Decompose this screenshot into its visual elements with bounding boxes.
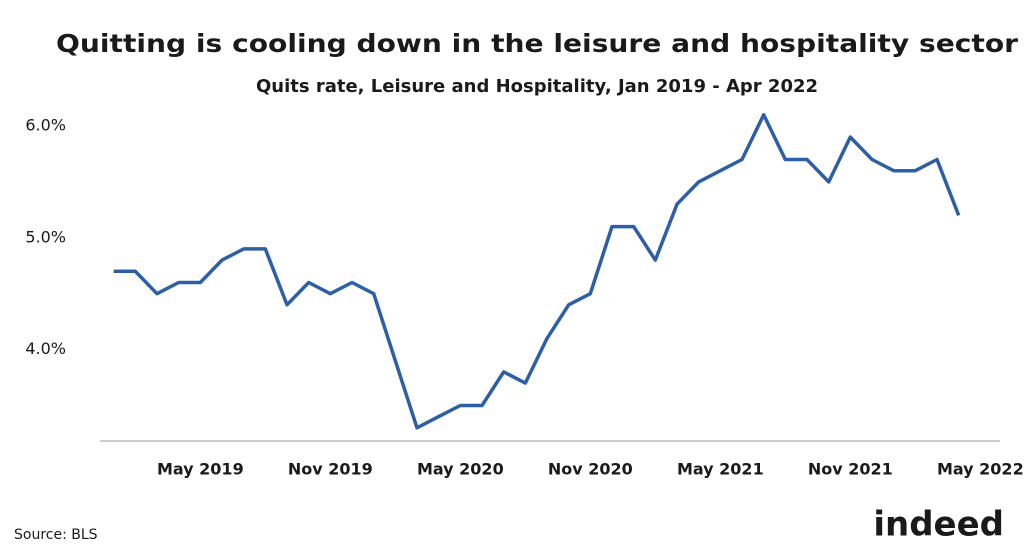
x-tick-label: Nov 2019 — [288, 460, 373, 479]
source-note: Source: BLS — [14, 527, 98, 543]
chart-subtitle: Quits rate, Leisure and Hospitality, Jan… — [256, 76, 818, 97]
x-tick-label: May 2022 — [937, 460, 1024, 479]
y-tick-label: 6.0% — [25, 115, 66, 134]
y-tick-label: 5.0% — [25, 227, 66, 246]
y-tick-label: 4.0% — [25, 339, 66, 358]
x-tick-label: May 2021 — [677, 460, 764, 479]
x-tick-label: May 2019 — [157, 460, 244, 479]
logo: indeed — [873, 505, 1004, 545]
data-line — [113, 113, 961, 430]
x-tick-label: Nov 2020 — [548, 460, 633, 479]
x-tick-label: Nov 2021 — [808, 460, 893, 479]
x-tick-label: May 2020 — [417, 460, 504, 479]
chart-title: Quitting is cooling down in the leisure … — [56, 29, 1019, 58]
